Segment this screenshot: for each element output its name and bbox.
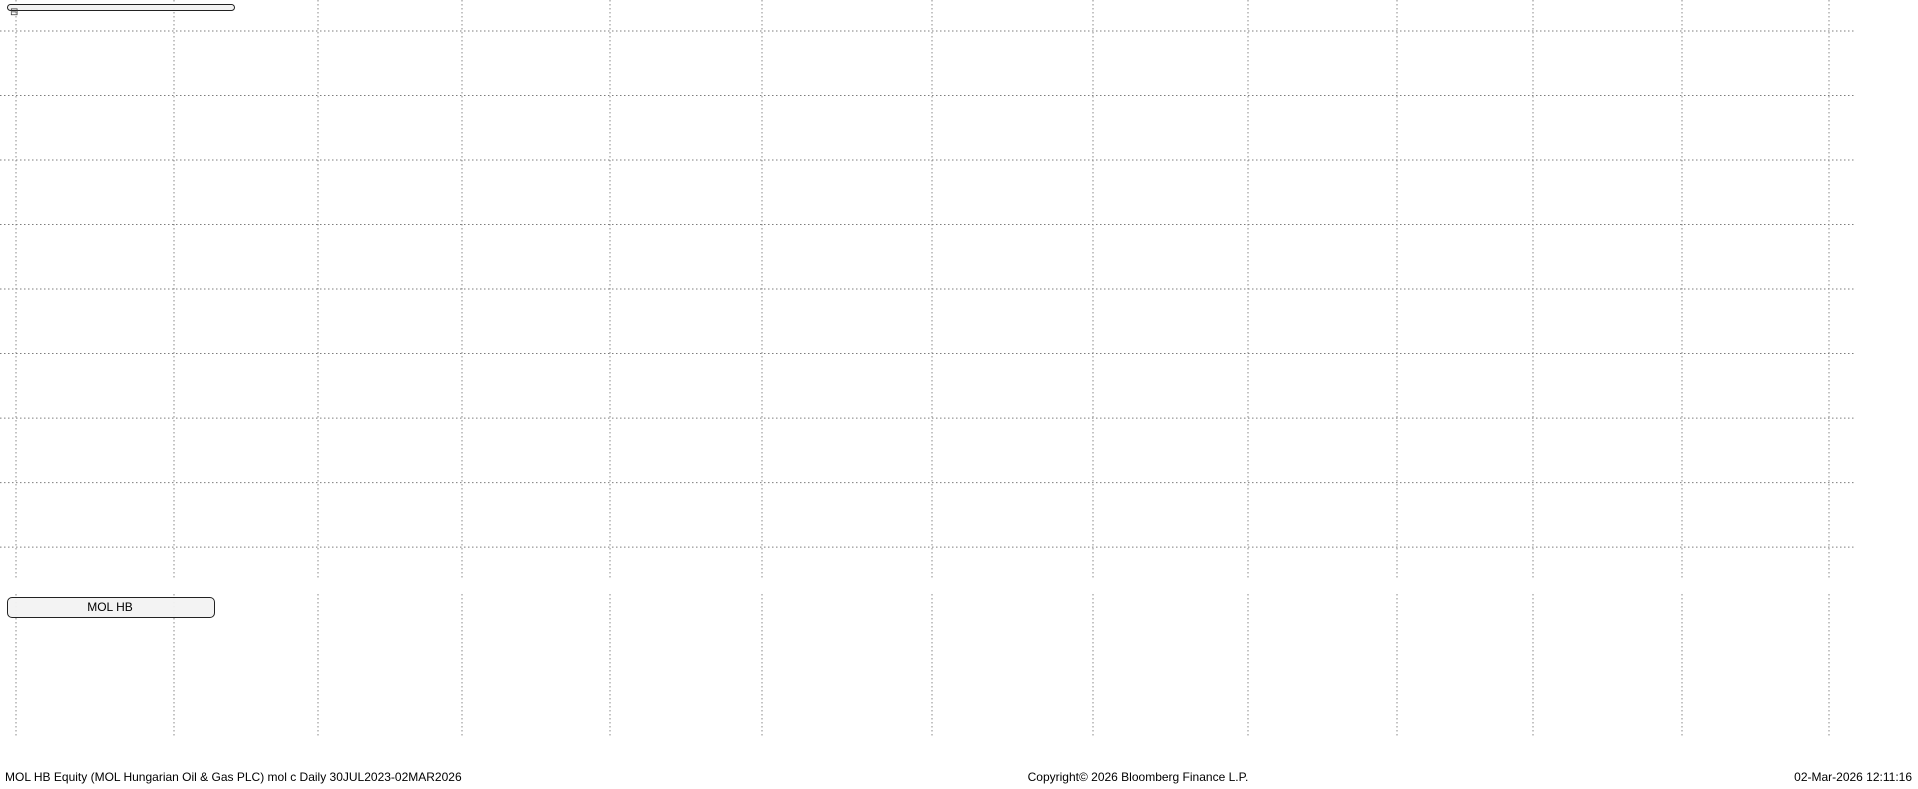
footer-security-description: MOL HB Equity (MOL Hungarian Oil & Gas P…	[5, 770, 462, 784]
footer-copyright: Copyright© 2026 Bloomberg Finance L.P.	[1027, 770, 1249, 784]
macd-legend-box[interactable]: MOL HB	[7, 597, 215, 618]
price-legend-box[interactable]: ⊟	[7, 4, 235, 18]
legend-expander-icon[interactable]: ⊟	[10, 7, 19, 18]
macd-legend-title: MOL HB	[87, 600, 133, 614]
price-panel[interactable]	[0, 0, 1855, 580]
footer-timestamp: 02-Mar-2026 12:11:16	[1794, 770, 1912, 784]
macd-panel[interactable]	[15, 594, 1830, 738]
